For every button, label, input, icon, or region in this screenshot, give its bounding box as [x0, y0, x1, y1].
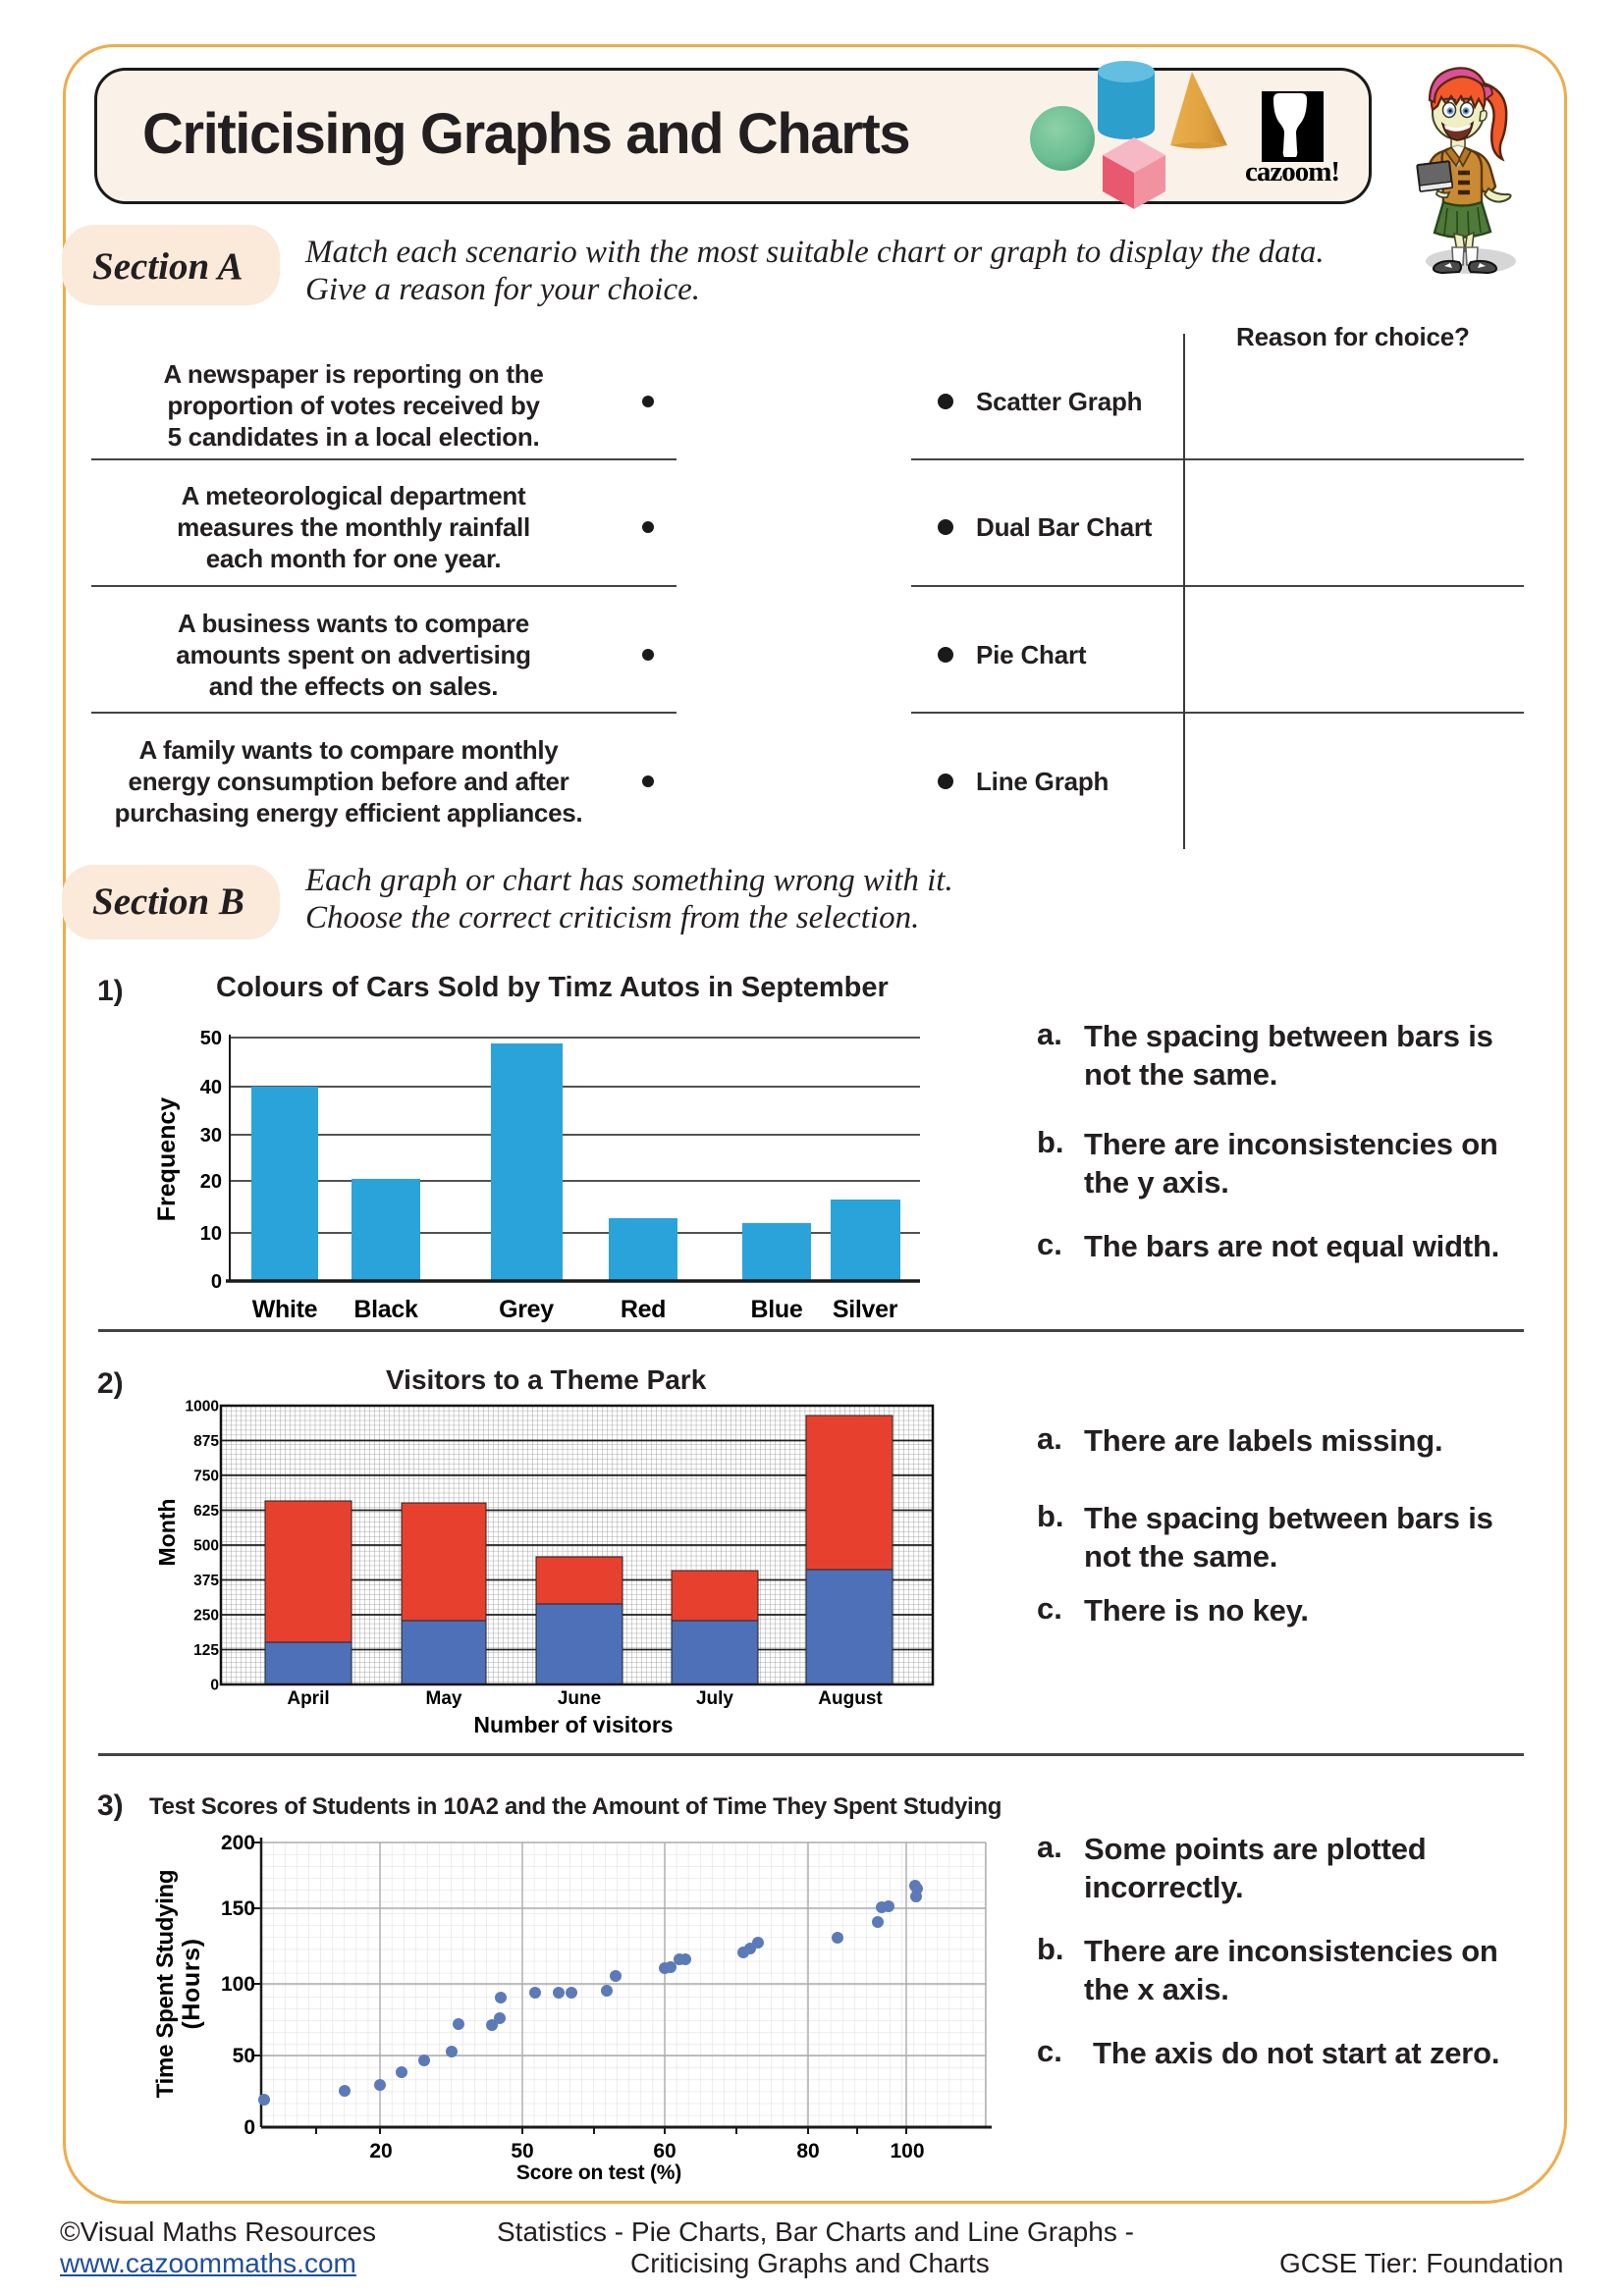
svg-text:500: 500 — [193, 1538, 219, 1555]
svg-text:Grey: Grey — [499, 1296, 554, 1323]
svg-text:Black: Black — [353, 1296, 418, 1323]
svg-text:0: 0 — [244, 2116, 255, 2139]
svg-text:625: 625 — [193, 1503, 219, 1520]
svg-text:Number of visitors: Number of visitors — [473, 1712, 673, 1737]
svg-text:Silver: Silver — [833, 1296, 898, 1323]
svg-text:50: 50 — [200, 1028, 222, 1049]
svg-text:July: July — [696, 1688, 733, 1709]
svg-text:10: 10 — [200, 1223, 222, 1245]
svg-text:750: 750 — [193, 1468, 219, 1485]
svg-text:Time Spent Studying: Time Spent Studying — [152, 1870, 179, 2099]
svg-text:May: May — [426, 1688, 462, 1709]
svg-text:20: 20 — [200, 1171, 222, 1193]
svg-text:80: 80 — [796, 2140, 819, 2163]
svg-text:50: 50 — [511, 2140, 533, 2163]
svg-text:Frequency: Frequency — [153, 1097, 181, 1222]
svg-text:150: 150 — [221, 1897, 255, 1920]
svg-text:cazoom!: cazoom! — [1245, 156, 1339, 187]
svg-text:875: 875 — [193, 1433, 219, 1450]
svg-text:(Hours): (Hours) — [178, 1938, 205, 2029]
svg-text:August: August — [818, 1688, 883, 1709]
svg-text:Score on test (%): Score on test (%) — [516, 2162, 681, 2184]
svg-text:100: 100 — [221, 1973, 255, 1996]
svg-text:20: 20 — [369, 2140, 392, 2163]
svg-text:0: 0 — [211, 1271, 222, 1293]
svg-text:40: 40 — [200, 1077, 222, 1098]
svg-text:June: June — [558, 1688, 601, 1709]
svg-text:100: 100 — [890, 2140, 924, 2163]
svg-text:125: 125 — [193, 1642, 219, 1659]
svg-text:60: 60 — [653, 2140, 676, 2163]
svg-text:250: 250 — [193, 1608, 219, 1625]
svg-text:Blue: Blue — [751, 1296, 803, 1323]
svg-text:30: 30 — [200, 1125, 222, 1147]
svg-text:50: 50 — [233, 2045, 255, 2067]
svg-text:375: 375 — [193, 1573, 219, 1589]
svg-text:Red: Red — [621, 1296, 666, 1323]
svg-text:Month: Month — [154, 1499, 180, 1567]
svg-text:1000: 1000 — [186, 1399, 219, 1415]
svg-text:April: April — [287, 1688, 329, 1709]
svg-text:White: White — [252, 1296, 318, 1323]
svg-text:0: 0 — [210, 1678, 219, 1694]
svg-text:200: 200 — [221, 1832, 255, 1854]
